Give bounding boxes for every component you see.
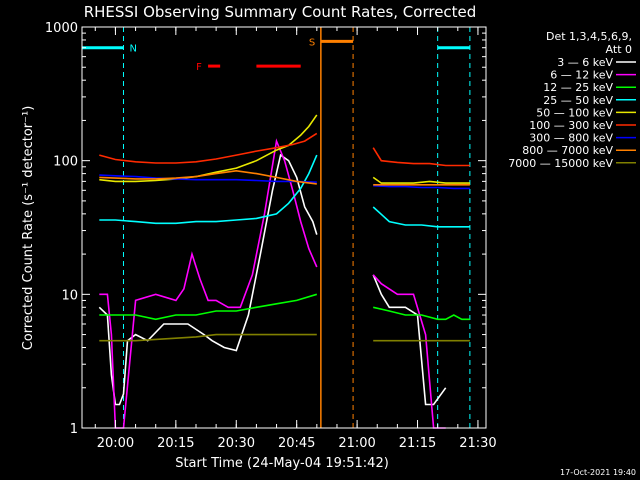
series-line-7-seg-0	[99, 169, 317, 185]
series-line-5-seg-0	[99, 132, 318, 164]
axes-layer: 1 10 100 1000 20:00 20:15 20:30 20:45 21:00 21:15…	[45, 21, 497, 451]
series-line-4-seg-0	[99, 114, 318, 183]
x-tick-label-21:30: 21:30	[459, 436, 496, 451]
legend-label-3: 25 — 50 keV	[543, 94, 613, 107]
legend-header-0: Det 1,3,4,5,6,9,	[546, 30, 632, 43]
plot-layer: N F S	[82, 27, 471, 429]
legend-label-1: 6 — 12 keV	[550, 69, 613, 82]
annotation-label-flare: F	[196, 62, 202, 73]
annotation-label-saa: S	[309, 37, 315, 48]
plot-frame	[81, 26, 487, 429]
legend-label-0: 3 — 6 keV	[557, 56, 613, 69]
x-tick-label-21:00: 21:00	[338, 436, 375, 451]
annotation-label-night: N	[129, 44, 136, 55]
y-axis-label: Corrected Count Rate (s⁻¹ detector⁻¹)	[21, 106, 36, 351]
legend-label-8: 7000 — 15000 keV	[508, 157, 613, 170]
footer-timestamp: 17-Oct-2021 19:40	[560, 468, 636, 477]
series-line-0-seg-0	[98, 153, 318, 406]
x-tick-label-20:00: 20:00	[97, 436, 134, 451]
series-line-8-seg-0	[99, 333, 317, 342]
x-tick-label-20:45: 20:45	[278, 436, 315, 451]
legend-label-7: 800 — 7000 keV	[522, 144, 613, 157]
series-line-6-seg-1	[373, 184, 470, 190]
series-line-3-seg-1	[372, 206, 470, 228]
series-line-2-seg-1	[373, 306, 470, 321]
chart-title: RHESSI Observing Summary Count Rates, Co…	[84, 3, 477, 21]
series-line-2-seg-0	[99, 293, 318, 321]
series-line-6-seg-0	[99, 174, 317, 183]
y-tick-label-10: 10	[61, 288, 78, 303]
x-tick-label-20:15: 20:15	[157, 436, 194, 451]
y-tick-label-1000: 1000	[45, 21, 78, 36]
series-line-4-seg-1	[372, 176, 470, 184]
legend-label-5: 100 — 300 keV	[529, 119, 613, 132]
legend-label-4: 50 — 100 keV	[536, 106, 613, 119]
y-tick-label-1: 1	[70, 422, 78, 437]
x-tick-label-21:15: 21:15	[399, 436, 436, 451]
series-line-3-seg-0	[99, 154, 318, 225]
x-axis-label: Start Time (24-May-04 19:51:42)	[175, 456, 389, 471]
x-tick-label-20:30: 20:30	[218, 436, 255, 451]
legend-label-6: 300 — 800 keV	[529, 132, 613, 145]
legend-label-2: 12 — 25 keV	[543, 81, 613, 94]
legend-header-1: Att 0	[606, 43, 632, 56]
series-line-5-seg-1	[372, 147, 470, 167]
y-tick-label-100: 100	[53, 155, 78, 170]
